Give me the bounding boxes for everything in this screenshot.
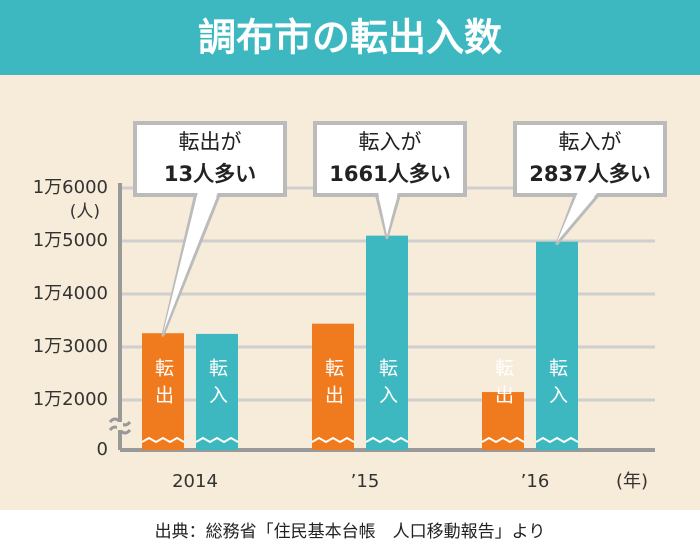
bar-label: 転入 xyxy=(376,358,398,412)
callout-pointer-cover xyxy=(163,192,218,334)
bar xyxy=(196,333,238,450)
callout-text: 転出が xyxy=(179,130,242,154)
bar xyxy=(142,333,184,450)
y-tick-label: 1万2000 xyxy=(33,389,108,410)
callout-text: 1661人多い xyxy=(329,162,450,186)
bar xyxy=(312,323,354,450)
y-tick-label: 1万3000 xyxy=(33,336,108,357)
callout-pointer-cover xyxy=(378,192,398,236)
bar-label: 転出 xyxy=(152,358,174,412)
y-tick-label: 0 xyxy=(97,439,108,460)
x-tick-label: 2014 xyxy=(172,471,218,492)
callout-text: 13人多い xyxy=(164,162,256,186)
bar-wave xyxy=(311,436,355,444)
bar-wave xyxy=(195,436,239,444)
axis-break-gap xyxy=(117,422,123,430)
bar-wave xyxy=(141,436,185,444)
bar-wave xyxy=(535,436,579,444)
bar-wave xyxy=(481,436,525,444)
y-tick-label: 1万5000 xyxy=(33,230,108,251)
bar-label: 転出 xyxy=(322,358,344,412)
x-tick-label: ’16 xyxy=(521,471,550,492)
callout-box xyxy=(313,121,467,197)
bar xyxy=(536,241,578,450)
bar xyxy=(366,235,408,450)
source: 出典：総務省「住民基本台帳 人口移動報告」より xyxy=(155,522,546,542)
bar-label: 転入 xyxy=(546,358,568,412)
callout-text: 2837人多い xyxy=(529,162,650,186)
chart-title: 調布市の転出入数 xyxy=(198,16,502,60)
callout-text: 転入が xyxy=(359,130,422,154)
x-tick-label: ’15 xyxy=(351,471,380,492)
callout-text: 転入が xyxy=(559,130,622,154)
bar-label: 転入 xyxy=(206,358,228,412)
callout-box xyxy=(513,121,667,197)
bar-wave xyxy=(365,436,409,444)
y-tick-label: 1万6000 xyxy=(33,177,108,198)
callout-box xyxy=(133,121,287,197)
y-unit: (人) xyxy=(70,202,100,222)
callout-pointer-cover xyxy=(557,192,598,242)
bar xyxy=(482,392,524,450)
bar-label: 転出 xyxy=(492,358,514,412)
x-unit: (年) xyxy=(616,471,648,492)
y-tick-label: 1万4000 xyxy=(33,283,108,304)
title-band xyxy=(0,0,700,75)
